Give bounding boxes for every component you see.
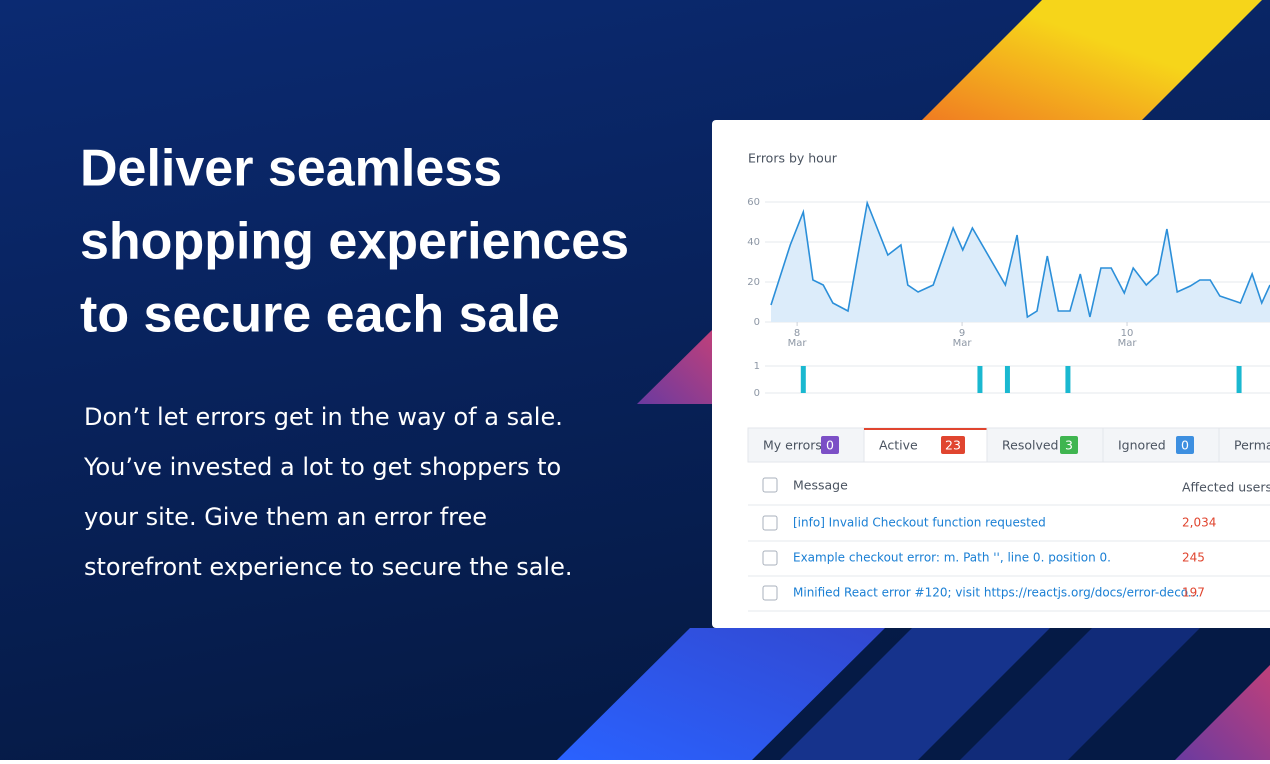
tab-label[interactable]: Perma [1234, 438, 1270, 453]
tab[interactable] [863, 427, 988, 463]
y-tick-label: 1 [754, 361, 760, 372]
checkbox[interactable] [762, 585, 778, 601]
tab[interactable] [986, 427, 1104, 463]
x-tick-label: 10 Mar [1118, 328, 1138, 349]
y-tick-label: 20 [747, 277, 760, 288]
error-message[interactable]: [info] Invalid Checkout function request… [793, 516, 1046, 530]
body-text: your site. Give them an error free [84, 503, 487, 531]
bar [977, 366, 983, 393]
stripe [780, 628, 1050, 760]
y-tick-label: 40 [747, 237, 760, 248]
error-message[interactable]: Example checkout error: m. Path '', line… [793, 551, 1111, 565]
tab-count: 0 [826, 438, 834, 453]
tab-label[interactable]: Resolved [1002, 438, 1058, 453]
body-text: You’ve invested a lot to get shoppers to [83, 453, 561, 481]
tab[interactable] [747, 427, 865, 463]
y-tick-label: 0 [754, 388, 760, 399]
tab-badge [1060, 436, 1078, 454]
tab-badge [821, 436, 839, 454]
stripe [960, 628, 1200, 760]
affected-users: 245 [1182, 551, 1205, 565]
table-header: Affected users [1182, 480, 1270, 495]
checkbox[interactable] [762, 550, 778, 566]
tab-label[interactable]: Active [879, 438, 918, 453]
checkbox[interactable] [762, 477, 778, 493]
y-tick-label: 60 [747, 197, 760, 208]
tab-active-bar [864, 428, 987, 430]
panel-title: Errors by hour [748, 151, 838, 166]
tab-label[interactable]: My errors [763, 438, 822, 453]
tab-count: 3 [1065, 438, 1073, 453]
bar [800, 366, 806, 393]
tab[interactable] [1218, 427, 1270, 463]
stripe [920, 0, 1262, 122]
panel [712, 120, 1270, 628]
tab-count: 0 [1181, 438, 1189, 453]
tab-badge [941, 436, 965, 454]
headline: shopping experiences [80, 213, 629, 271]
headline: Deliver seamless [80, 140, 502, 198]
tab-count: 23 [945, 438, 961, 453]
body-text: storefront experience to secure the sale… [84, 553, 573, 581]
error-message[interactable]: Minified React error #120; visit https:/… [793, 586, 1199, 600]
error-line [770, 200, 1270, 319]
bar [1065, 366, 1071, 393]
y-tick-label: 0 [754, 317, 760, 328]
checkbox[interactable] [762, 515, 778, 531]
stripe [637, 330, 712, 404]
tab[interactable] [1102, 427, 1220, 463]
headline: to secure each sale [80, 286, 560, 344]
bar [1236, 366, 1242, 393]
stripe [1175, 665, 1270, 760]
x-tick-label: 8 Mar [788, 328, 808, 349]
table-header: Message [793, 478, 848, 493]
bar [1004, 366, 1010, 393]
affected-users: 2,034 [1182, 516, 1216, 530]
stripe [557, 628, 885, 760]
body-text: Don’t let errors get in the way of a sal… [84, 403, 563, 431]
tab-label[interactable]: Ignored [1118, 438, 1166, 453]
tab-badge [1176, 436, 1194, 454]
x-tick-label: 9 Mar [953, 328, 973, 349]
panel-content: Errors by hour 0 20 40 60 8 Mar 9 Mar 10 Mar 0 1 My … [747, 151, 1270, 612]
affected-users: 197 [1182, 586, 1205, 600]
